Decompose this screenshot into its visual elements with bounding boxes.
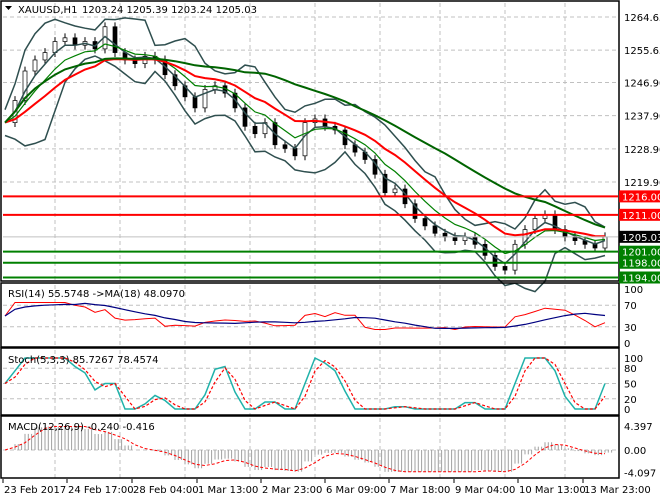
rsi-y-tick: 0 <box>624 339 630 350</box>
candle-body <box>112 26 118 53</box>
price-level-label: 1211.00 <box>622 211 660 222</box>
macd-title: MACD(12,26,9) -0.240 -0.416 <box>8 422 155 433</box>
y-tick-label: 1219.90 <box>624 178 660 189</box>
candle-body <box>172 74 178 87</box>
candle-body <box>32 59 38 72</box>
y-tick-label: 1246.90 <box>624 78 660 89</box>
price-level-tag <box>619 208 660 221</box>
stoch-y-tick: 0 <box>624 405 630 416</box>
price-level-label: 1194.00 <box>622 273 660 284</box>
stoch-y-tick: 100 <box>624 354 643 365</box>
candle-body <box>572 236 578 241</box>
price-level-label: 1198.00 <box>622 259 660 270</box>
candle-body <box>302 122 308 157</box>
macd-y-tick: 4.397 <box>624 422 653 433</box>
rsi-y-tick: 70 <box>624 301 637 312</box>
y-tick-label: 1237.90 <box>624 112 660 123</box>
candle-body <box>502 266 508 271</box>
rsi-ma-line <box>4 302 606 329</box>
candle-body <box>492 255 498 267</box>
rsi-title: RSI(14) 55.5748 ->MA(18) 48.0970 <box>8 289 185 300</box>
candle-body <box>382 173 388 194</box>
price-level-tag <box>619 245 660 258</box>
price-level-tag <box>619 256 660 269</box>
triangle-down-icon[interactable] <box>5 6 12 10</box>
candle-body <box>72 37 78 46</box>
y-tick-label: 1228.90 <box>624 145 660 156</box>
candle-body <box>62 37 68 42</box>
bollinger-upper <box>4 17 606 230</box>
macd-y-tick: 0.00 <box>624 446 646 457</box>
macd-y-tick: -4.097 <box>624 468 656 479</box>
y-tick-label: 1255.65 <box>624 46 660 57</box>
y-tick-label: 1264.65 <box>624 13 660 24</box>
macd-panel-frame <box>0 415 620 479</box>
current-price-label: 1205.03 <box>622 233 660 244</box>
price-level-tag <box>619 190 660 203</box>
stoch-main-line <box>4 356 606 410</box>
symbol-label: XAUUSD,H1 <box>18 5 77 16</box>
x-tick-label: 10 Mar 13:00 <box>519 485 586 496</box>
candle-body <box>412 203 418 219</box>
price-level-tag <box>619 271 660 284</box>
x-tick-label: 13 Mar 23:00 <box>584 485 651 496</box>
x-tick-label: 7 Mar 18:00 <box>390 485 450 496</box>
candle-body <box>422 218 428 227</box>
candle-body <box>252 125 258 135</box>
candle-body <box>602 236 608 249</box>
candle-body <box>282 144 288 149</box>
candle-body <box>202 89 208 109</box>
rsi-y-tick: 100 <box>624 285 643 296</box>
stoch-signal-line <box>4 357 606 410</box>
x-tick-label: 23 Feb 2017 <box>4 485 66 496</box>
candle-body <box>192 96 198 109</box>
x-tick-label: 28 Feb 04:00 <box>133 485 199 496</box>
x-tick-label: 24 Feb 17:00 <box>68 485 134 496</box>
stoch-y-tick: 80 <box>624 364 637 375</box>
x-tick-label: 2 Mar 23:00 <box>262 485 322 496</box>
ma-red-line <box>4 58 606 238</box>
x-tick-label: 9 Mar 04:00 <box>455 485 515 496</box>
candle-body <box>532 218 538 230</box>
main-panel-frame <box>0 0 620 282</box>
rsi-panel-frame <box>0 282 620 348</box>
x-tick-label: 1 Mar 13:00 <box>198 485 258 496</box>
stoch-title: Stoch(5,3,3) 85.7267 78.4574 <box>8 355 159 366</box>
x-tick-label: 6 Mar 09:00 <box>326 485 386 496</box>
ma-slow-line <box>4 57 606 229</box>
price-level-label: 1216.00 <box>622 192 660 203</box>
price-level-label: 1201.00 <box>622 248 660 259</box>
current-price-tag <box>619 230 660 243</box>
candle-body <box>42 52 48 61</box>
candle-body <box>292 148 298 157</box>
ohlc-label: 1203.24 1205.39 1203.24 1205.03 <box>82 5 257 16</box>
candle-body <box>392 188 398 194</box>
candle-body <box>512 243 518 271</box>
stoch-y-tick: 20 <box>624 395 637 406</box>
rsi-y-tick: 30 <box>624 323 637 334</box>
candle-body <box>432 225 438 234</box>
candle-body <box>452 236 458 241</box>
macd-signal-line <box>4 426 606 473</box>
stoch-y-tick: 50 <box>624 380 637 391</box>
candle-body <box>242 107 248 127</box>
candle-body <box>22 70 28 101</box>
stoch-panel-frame <box>0 347 620 416</box>
ma-short-green-line <box>4 43 606 255</box>
